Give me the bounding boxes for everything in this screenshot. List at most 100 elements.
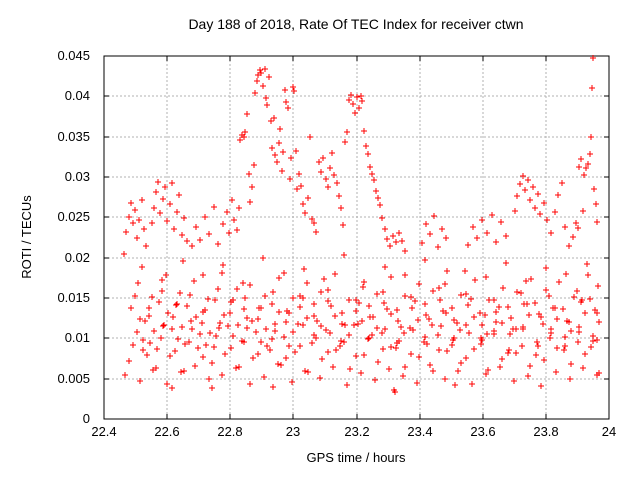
data-point-marker — [375, 359, 381, 365]
data-point-marker — [134, 235, 140, 241]
data-point-marker — [581, 172, 587, 178]
data-point-marker — [224, 209, 230, 215]
data-point-marker — [272, 321, 278, 327]
data-point-marker — [269, 336, 275, 342]
data-point-marker — [471, 314, 477, 320]
y-axis-label: ROTI / TECUs — [19, 195, 34, 279]
data-point-marker — [264, 343, 270, 349]
data-point-marker — [305, 195, 311, 201]
data-point-marker — [402, 248, 408, 254]
data-point-marker — [366, 303, 372, 309]
data-point-marker — [226, 230, 232, 236]
data-point-marker — [261, 374, 267, 380]
data-point-marker — [279, 168, 285, 174]
data-point-marker — [503, 233, 509, 239]
data-point-marker — [500, 285, 506, 291]
data-point-marker — [382, 226, 388, 232]
data-point-marker — [144, 352, 150, 358]
data-point-marker — [401, 330, 407, 336]
data-point-marker — [396, 338, 402, 344]
data-point-marker — [506, 347, 512, 353]
data-point-marker — [594, 310, 600, 316]
data-point-marker — [571, 294, 577, 300]
data-point-marker — [276, 309, 282, 315]
data-point-marker — [192, 363, 198, 369]
x-tick-label: 23 — [286, 424, 300, 439]
data-point-marker — [221, 312, 227, 318]
data-point-marker — [496, 304, 502, 310]
data-point-marker — [379, 215, 385, 221]
data-point-marker — [212, 297, 218, 303]
data-point-marker — [141, 226, 147, 232]
data-point-marker — [380, 289, 386, 295]
data-point-marker — [562, 334, 568, 340]
data-point-marker — [179, 232, 185, 238]
data-point-marker — [175, 336, 181, 342]
data-point-marker — [582, 310, 588, 316]
data-point-marker — [371, 177, 377, 183]
data-point-marker — [241, 134, 247, 140]
data-point-marker — [237, 137, 243, 143]
data-point-marker — [300, 322, 306, 328]
data-point-marker — [338, 338, 344, 344]
data-point-marker — [519, 343, 525, 349]
data-point-marker — [439, 226, 445, 232]
data-point-marker — [327, 330, 333, 336]
data-point-marker — [416, 281, 422, 287]
data-point-marker — [499, 356, 505, 362]
data-point-marker — [398, 324, 404, 330]
data-point-marker — [164, 381, 170, 387]
y-tick-label: 0.025 — [57, 209, 90, 224]
data-point-marker — [233, 365, 239, 371]
data-point-marker — [179, 324, 185, 330]
data-point-marker — [395, 318, 401, 324]
data-point-marker — [346, 332, 352, 338]
data-point-marker — [258, 339, 264, 345]
data-point-marker — [350, 101, 356, 107]
data-point-marker — [227, 310, 233, 316]
data-point-marker — [455, 368, 461, 374]
data-point-marker — [342, 322, 348, 328]
data-point-marker — [394, 307, 400, 313]
data-point-marker — [532, 205, 538, 211]
y-tick-label: 0.04 — [65, 88, 90, 103]
data-point-marker — [197, 331, 203, 337]
data-point-marker — [591, 186, 597, 192]
data-point-marker — [229, 197, 235, 203]
data-point-marker — [342, 139, 348, 145]
data-point-marker — [435, 244, 441, 250]
data-point-marker — [254, 78, 260, 84]
data-point-marker — [132, 293, 138, 299]
data-point-marker — [520, 326, 526, 332]
data-point-marker — [588, 344, 594, 350]
data-point-marker — [184, 238, 190, 244]
data-point-marker — [585, 272, 591, 278]
data-point-marker — [281, 334, 287, 340]
data-point-marker — [334, 180, 340, 186]
data-point-marker — [181, 368, 187, 374]
data-point-marker — [541, 200, 547, 206]
data-point-marker — [370, 314, 376, 320]
data-point-marker — [158, 335, 164, 341]
y-tick-label: 0.02 — [65, 250, 90, 265]
data-point-marker — [341, 252, 347, 258]
x-tick-label: 23.2 — [344, 424, 369, 439]
data-point-marker — [309, 340, 315, 346]
data-point-marker — [388, 311, 394, 317]
data-point-marker — [136, 217, 142, 223]
data-point-marker — [582, 351, 588, 357]
data-point-marker — [566, 243, 572, 249]
data-point-marker — [146, 305, 152, 311]
data-point-marker — [431, 213, 437, 219]
data-point-marker — [442, 376, 448, 382]
y-tick-label: 0.015 — [57, 290, 90, 305]
data-point-marker — [346, 297, 352, 303]
data-point-marker — [307, 134, 313, 140]
data-point-marker — [522, 187, 528, 193]
data-point-marker — [263, 326, 269, 332]
x-tick-label: 22.4 — [91, 424, 116, 439]
data-point-marker — [465, 302, 471, 308]
data-point-marker — [351, 322, 357, 328]
